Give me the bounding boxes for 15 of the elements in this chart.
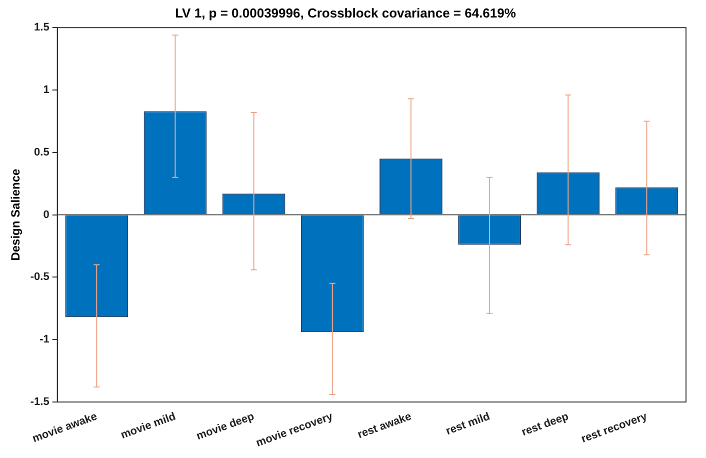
x-tick-label: movie mild [119,410,178,442]
y-tick-label: 1.5 [34,22,50,34]
x-tick-label: movie deep [194,410,256,443]
y-tick-label: -1.5 [30,396,50,408]
x-tick-label: rest awake [356,410,414,442]
x-tick-label: rest mild [444,410,492,438]
y-tick-label: 0.5 [34,146,50,158]
y-axis-title: Design Salience [8,168,23,261]
chart-title: LV 1, p = 0.00039996, Crossblock covariance = 64.619% [175,5,516,20]
y-tick-label: -0.5 [30,271,50,284]
x-tick-label: rest deep [520,410,570,439]
y-tick-label: 0 [43,208,50,221]
y-tick-label: -1 [40,334,50,346]
y-tick-label: 1 [43,84,50,96]
x-tick-label: movie awake [30,410,99,446]
